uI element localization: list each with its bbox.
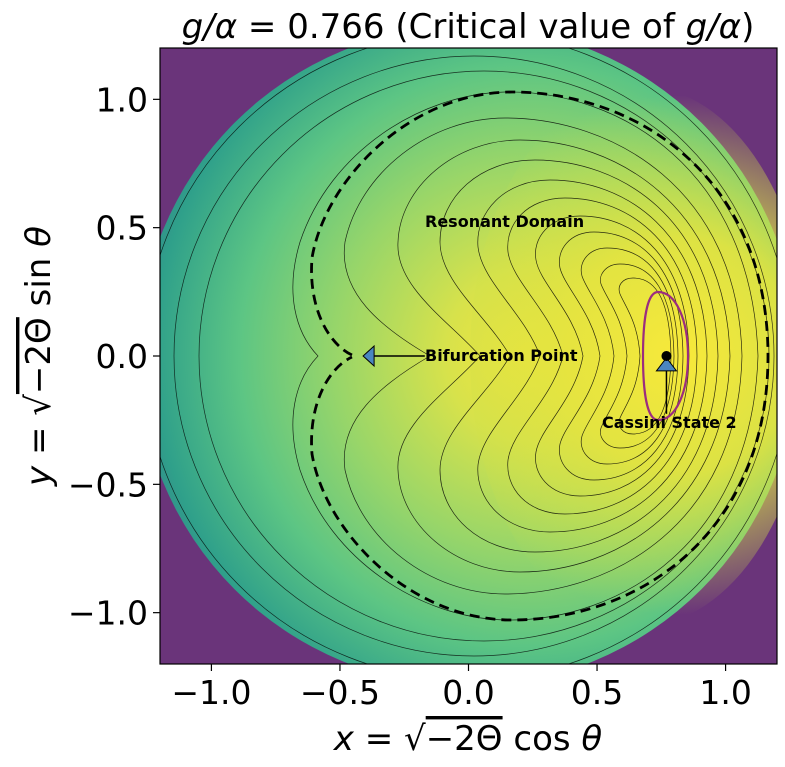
y-axis-label: y = √−2Θ sin θ bbox=[19, 226, 59, 487]
y-tick-label: 0.5 bbox=[96, 209, 148, 248]
x-axis-ticks: −1.0 −0.5 0.0 0.5 1.0 bbox=[171, 664, 752, 712]
y-tick-label: 0.0 bbox=[96, 337, 148, 376]
separatrix bbox=[310, 90, 770, 622]
y-axis-ticks: −1.0 −0.5 0.0 0.5 1.0 bbox=[68, 80, 160, 633]
annotation-bifurcation-point: Bifurcation Point bbox=[425, 346, 578, 365]
x-tick-label: 0.0 bbox=[442, 673, 494, 712]
title-suffix: (Critical value of bbox=[385, 7, 686, 47]
yellow-region bbox=[470, 86, 777, 626]
title-ratio-end: g/α bbox=[686, 7, 741, 47]
y-tick-label: 1.0 bbox=[96, 80, 148, 119]
plot-area bbox=[160, 48, 777, 664]
title-value: 0.766 bbox=[287, 7, 384, 47]
x-tick-label: 1.0 bbox=[699, 673, 751, 712]
bifurcation-arrow-head bbox=[362, 344, 375, 368]
cassini-state-contour bbox=[641, 290, 690, 422]
chart-title: g/α = 0.766 (Critical value of g/α) bbox=[182, 7, 755, 47]
annotation-cassini-state-2: Cassini State 2 bbox=[602, 413, 737, 432]
annotation-resonant-domain: Resonant Domain bbox=[425, 212, 584, 231]
title-equals: = bbox=[237, 7, 287, 47]
x-tick-label: −0.5 bbox=[300, 673, 380, 712]
cassini-arrow-head bbox=[655, 357, 678, 372]
cassini-state-2-point bbox=[661, 351, 672, 361]
x-axis-label: x = √−2Θ cos θ bbox=[333, 719, 603, 759]
y-tick-label: −0.5 bbox=[68, 465, 148, 504]
x-tick-label: −1.0 bbox=[171, 673, 251, 712]
y-tick-label: −1.0 bbox=[68, 594, 148, 633]
x-tick-label: 0.5 bbox=[571, 673, 623, 712]
title-close: ) bbox=[741, 7, 754, 47]
inner-contours bbox=[292, 91, 759, 621]
title-ratio-g: g/α bbox=[182, 7, 237, 47]
